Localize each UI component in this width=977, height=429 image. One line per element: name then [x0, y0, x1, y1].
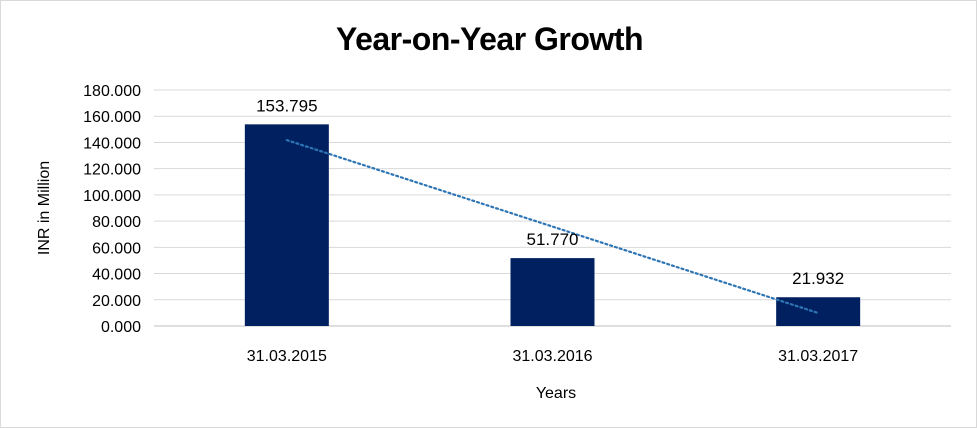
trendline [285, 139, 820, 315]
x-axis-label: Years [536, 385, 576, 402]
y-tick-label: 80.000 [92, 214, 141, 231]
y-tick-labels: 0.000 20.000 40.000 60.000 80.000 100.000 120.… [83, 83, 141, 336]
y-tick-label: 160.000 [83, 109, 141, 126]
y-tick-label: 20.000 [92, 293, 141, 310]
y-tick-label: 100.000 [83, 188, 141, 205]
y-tick-label: 140.000 [83, 135, 141, 152]
y-tick-label: 40.000 [92, 267, 141, 284]
bar [510, 258, 595, 326]
data-label: 51.770 [527, 230, 579, 249]
data-labels: 153.795 51.770 21.932 [256, 96, 844, 288]
chart-title: Year-on-Year Growth [335, 21, 644, 57]
bar [776, 297, 861, 326]
y-tick-label: 0.000 [101, 319, 141, 336]
y-tick-label: 60.000 [92, 240, 141, 257]
data-label: 21.932 [792, 269, 844, 288]
data-label: 153.795 [256, 96, 317, 115]
y-tick-label: 180.000 [83, 83, 141, 100]
trendline-group [285, 139, 820, 315]
bar [244, 124, 329, 326]
y-tick-label: 120.000 [83, 162, 141, 179]
bars [244, 124, 861, 326]
x-category-label: 31.03.2015 [247, 348, 327, 365]
x-category-label: 31.03.2016 [512, 348, 592, 365]
x-category-labels: 31.03.2015 31.03.2016 31.03.2017 [247, 348, 859, 365]
y-axis-label: INR in Million [36, 161, 53, 255]
x-category-label: 31.03.2017 [778, 348, 858, 365]
